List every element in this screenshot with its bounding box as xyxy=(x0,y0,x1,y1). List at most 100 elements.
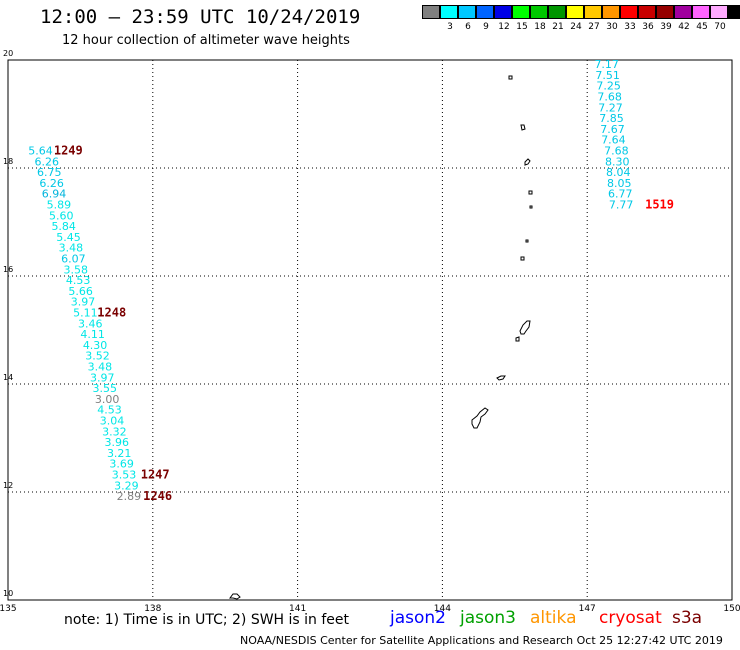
island-outline xyxy=(496,375,506,381)
wave-height-value: 5.60 xyxy=(49,209,74,222)
island-outline xyxy=(229,593,241,600)
wave-height-value: 3.52 xyxy=(85,350,110,363)
wave-height-value: 3.58 xyxy=(64,263,89,276)
legend-label: 18 xyxy=(534,22,546,32)
wave-height-value: 6.75 xyxy=(37,166,62,179)
wave-height-value: 3.53 xyxy=(112,469,137,482)
lon-tick-label: 141 xyxy=(289,604,306,614)
wave-height-value: 7.27 xyxy=(598,101,623,114)
lon-tick-label: 144 xyxy=(434,604,451,614)
satellite-cryosat: cryosat xyxy=(599,608,662,628)
legend-label: 39 xyxy=(660,22,672,32)
island-outline xyxy=(508,75,513,80)
legend-swatch xyxy=(728,5,740,19)
legend-swatch xyxy=(638,5,656,19)
map-title: 12:00 – 23:59 UTC 10/24/2019 xyxy=(40,6,361,28)
wave-height-value: 4.53 xyxy=(66,274,91,287)
lon-tick-label: 150 xyxy=(723,604,740,614)
lat-tick-label: 10 xyxy=(3,589,13,598)
legend-swatch xyxy=(674,5,692,19)
wave-height-value: 4.11 xyxy=(80,328,105,341)
legend-label: 30 xyxy=(606,22,618,32)
wave-height-value: 5.45 xyxy=(56,231,80,244)
wave-height-value: 5.66 xyxy=(68,285,93,298)
legend-label: 70 xyxy=(714,22,726,32)
legend-swatch xyxy=(494,5,512,19)
legend-swatch xyxy=(602,5,620,19)
legend-label: 21 xyxy=(552,22,564,32)
wave-height-value: 6.26 xyxy=(39,177,64,190)
wave-height-value: 5.89 xyxy=(47,199,72,212)
wave-height-value: 3.29 xyxy=(114,479,139,492)
wave-height-value: 4.53 xyxy=(97,404,122,417)
island-outline xyxy=(525,239,529,243)
legend-label: 45 xyxy=(696,22,708,32)
wave-height-value: 3.97 xyxy=(71,296,96,309)
satellite-jason3: jason3 xyxy=(460,608,516,628)
legend-label: 42 xyxy=(678,22,690,32)
wave-height-value: 3.48 xyxy=(88,361,113,374)
wave-height-value: 3.69 xyxy=(109,458,134,471)
legend-swatch xyxy=(440,5,458,19)
legend-label: 3 xyxy=(447,22,453,32)
pass-time-label: 1248 xyxy=(97,306,126,320)
lat-tick-label: 20 xyxy=(3,49,13,58)
wave-height-value: 6.77 xyxy=(608,188,633,201)
map-subtitle: 12 hour collection of altimeter wave hei… xyxy=(62,33,350,48)
wave-height-value: 3.96 xyxy=(105,436,129,449)
wave-height-value: 3.00 xyxy=(95,393,120,406)
island-outline xyxy=(524,158,531,166)
wave-height-value: 4.30 xyxy=(83,339,108,352)
lat-tick-label: 14 xyxy=(3,373,13,382)
wave-height-value: 7.17 xyxy=(594,58,619,71)
wave-height-value: 7.77 xyxy=(609,199,634,212)
pass-time-label: 1247 xyxy=(141,468,170,482)
legend-swatch xyxy=(512,5,530,19)
wave-height-value: 8.30 xyxy=(605,155,630,168)
wave-height-value: 3.04 xyxy=(100,415,125,428)
satellite-jason2: jason2 xyxy=(390,608,446,628)
lon-tick-label: 138 xyxy=(144,604,161,614)
wave-height-value: 7.25 xyxy=(596,80,621,93)
legend-label: 12 xyxy=(498,22,510,32)
wave-height-value: 3.46 xyxy=(78,317,103,330)
legend-swatch xyxy=(710,5,728,19)
lat-tick-label: 18 xyxy=(3,157,13,166)
wave-height-value: 3.21 xyxy=(107,447,131,460)
wave-height-value: 7.67 xyxy=(600,123,625,136)
wave-height-value: 5.11 xyxy=(73,307,98,320)
legend-swatch xyxy=(566,5,584,19)
legend-swatch xyxy=(530,5,548,19)
legend-swatch xyxy=(656,5,674,19)
island-outline xyxy=(528,190,533,195)
wave-height-value: 7.68 xyxy=(604,145,629,158)
legend-label: 24 xyxy=(570,22,582,32)
legend-swatch xyxy=(584,5,602,19)
wave-height-value: 6.94 xyxy=(42,188,67,201)
legend-label: 15 xyxy=(516,22,528,32)
island-outline xyxy=(515,336,520,342)
legend-swatch xyxy=(476,5,494,19)
lat-tick-label: 12 xyxy=(3,481,13,490)
island-outline xyxy=(529,205,533,209)
wave-height-value: 7.64 xyxy=(601,134,626,147)
wave-height-value: 3.55 xyxy=(92,382,117,395)
wave-height-value: 7.85 xyxy=(599,112,624,125)
lon-tick-label: 147 xyxy=(579,604,596,614)
island-outline xyxy=(520,124,526,131)
wave-height-value: 3.48 xyxy=(59,242,84,255)
legend-swatch xyxy=(620,5,638,19)
wave-height-value: 8.04 xyxy=(606,166,631,179)
legend-label: 36 xyxy=(642,22,654,32)
wave-height-value: 8.05 xyxy=(607,177,632,190)
wave-height-value: 7.68 xyxy=(597,91,622,104)
legend-swatch xyxy=(692,5,710,19)
wave-height-value: 6.07 xyxy=(61,253,86,266)
legend-swatch xyxy=(422,5,440,19)
island-outline xyxy=(519,320,531,335)
lat-tick-label: 16 xyxy=(3,265,13,274)
pass-time-label: 1246 xyxy=(143,489,172,503)
satellite-s3a: s3a xyxy=(672,608,703,628)
wave-height-value: 3.32 xyxy=(102,425,127,438)
